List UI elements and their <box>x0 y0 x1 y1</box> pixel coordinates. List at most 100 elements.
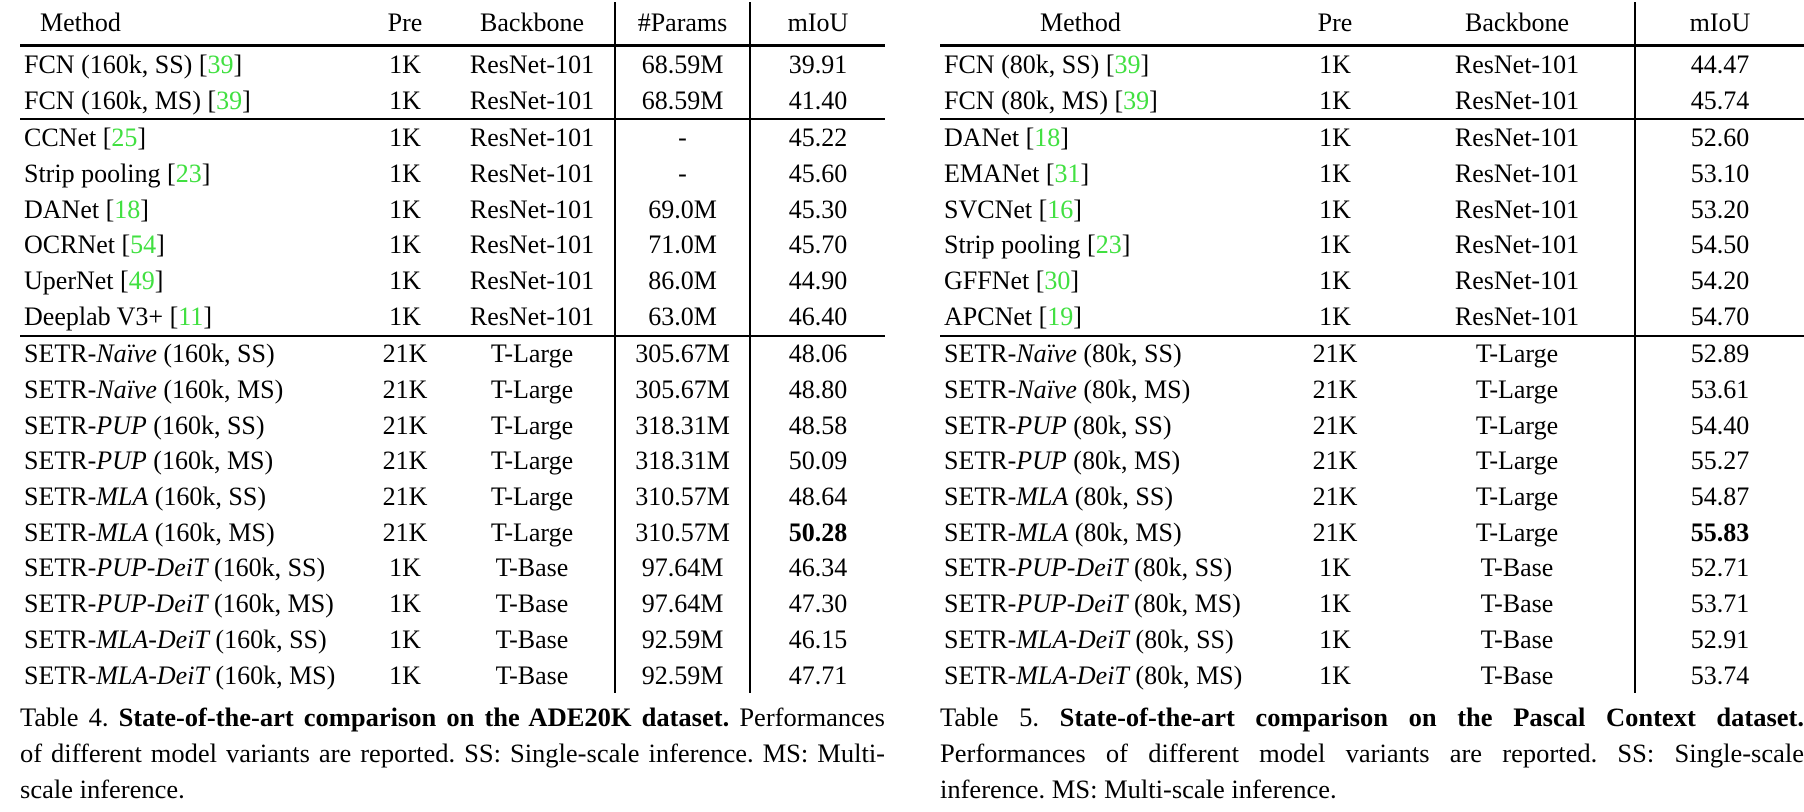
citation-link[interactable]: 11 <box>178 301 204 331</box>
citation-bracket: [ <box>1105 49 1115 79</box>
pretrain-cell: 21K <box>382 517 428 547</box>
method-variant: PUP-DeiT <box>96 553 208 583</box>
citation-bracket: [ <box>1035 265 1045 295</box>
citation-link[interactable]: 18 <box>1034 123 1061 153</box>
table-row: SETR-PUP (160k, MS) 21K T-Large 318.31M 50.0… <box>20 443 885 480</box>
table-row: FCN (80k, MS) [39] 1K ResNet-101 45.74 <box>940 82 1804 120</box>
citation-bracket: ] <box>1140 49 1150 79</box>
method-name: Strip pooling <box>944 230 1088 260</box>
params-cell: 305.67M <box>614 334 750 373</box>
citation-bracket: ] <box>1080 158 1090 188</box>
caption-text: Performances of different model variants… <box>940 738 1804 805</box>
method-cell: SETR-MLA-DeiT (160k, SS) <box>20 622 360 658</box>
method-cell: SETR-MLA (160k, MS) <box>20 515 360 551</box>
backbone-cell: T-Large <box>1475 375 1559 405</box>
miou-cell: 54.87 <box>1634 479 1804 515</box>
citation-link[interactable]: 49 <box>128 265 155 295</box>
citation-bracket: ] <box>1070 265 1080 295</box>
backbone-cell: ResNet-101 <box>1400 118 1635 157</box>
citation-link[interactable]: 39 <box>1114 49 1141 79</box>
pretrain-cell: 1K <box>389 158 421 188</box>
params-cell: 305.67M <box>614 372 750 408</box>
method-name: DANet <box>944 123 1026 153</box>
table-row: APCNet [19] 1K ResNet-101 54.70 <box>940 298 1804 336</box>
method-variant: PUP <box>96 410 147 440</box>
backbone-cell: T-Large <box>490 482 574 512</box>
backbone-cell: ResNet-101 <box>1454 85 1580 115</box>
table4-header-row: Method Pre Backbone #Params mIoU <box>20 2 885 47</box>
params-cell: 97.64M <box>614 550 750 587</box>
method-cell: SETR-PUP-DeiT (80k, MS) <box>940 586 1270 622</box>
caption-bold-title: State-of-the-art comparison on the Pasca… <box>1059 702 1804 733</box>
params-cell: 97.64M <box>614 586 750 622</box>
citation-link[interactable]: 39 <box>216 85 243 115</box>
method-variant: MLA <box>1016 517 1069 547</box>
pretrain-cell: 21K <box>1312 517 1358 547</box>
citation-link[interactable]: 25 <box>111 123 138 153</box>
method-setting: (160k, MS) <box>208 660 336 690</box>
table-row: SETR-PUP-DeiT (80k, MS) 1K T-Base 53.71 <box>940 586 1804 622</box>
miou-cell: 46.34 <box>749 550 885 587</box>
pretrain-cell: 1K <box>1319 85 1351 115</box>
pretrain-cell: 1K <box>1319 265 1351 295</box>
miou-cell: 52.71 <box>1634 550 1804 587</box>
citation-link[interactable]: 39 <box>207 49 234 79</box>
table5-caption: Table 5. State-of-the-art comparison on … <box>940 699 1804 807</box>
citation-link[interactable]: 18 <box>114 194 141 224</box>
citation-link[interactable]: 31 <box>1054 158 1081 188</box>
col-header-miou: mIoU <box>1634 2 1804 47</box>
method-cell: DANet [18] <box>20 192 360 228</box>
method-setting: (160k, MS) <box>146 446 274 476</box>
miou-cell: 46.15 <box>749 622 885 658</box>
table-row: UperNet [49] 1K ResNet-101 86.0M 44.90 <box>20 263 885 299</box>
method-name: FCN (80k, MS) <box>944 85 1115 115</box>
miou-cell: 54.20 <box>1634 263 1804 299</box>
table-row: SVCNet [16] 1K ResNet-101 53.20 <box>940 191 1804 228</box>
backbone-cell: T-Base <box>1480 660 1554 690</box>
pretrain-cell: 1K <box>360 118 450 157</box>
miou-cell: 53.71 <box>1634 586 1804 622</box>
citation-link[interactable]: 54 <box>130 230 157 260</box>
citation-link[interactable]: 23 <box>175 158 202 188</box>
backbone-cell: T-Base <box>1480 553 1554 583</box>
method-name: DANet <box>24 194 106 224</box>
citation-bracket: ] <box>1121 230 1131 260</box>
method-name: SETR- <box>944 410 1017 440</box>
method-cell: SETR-Naïve (80k, SS) <box>940 334 1270 373</box>
citation-link[interactable]: 19 <box>1047 301 1074 331</box>
citation-bracket: [ <box>207 85 217 115</box>
method-cell: Strip pooling [23] <box>20 156 360 192</box>
citation-link[interactable]: 39 <box>1123 85 1150 115</box>
method-cell: SETR-MLA-DeiT (160k, MS) <box>20 658 360 694</box>
method-setting: (160k, MS) <box>156 375 284 405</box>
method-cell: SETR-MLA-DeiT (80k, SS) <box>940 622 1270 658</box>
backbone-cell: ResNet-101 <box>1454 230 1580 260</box>
method-name: SETR- <box>24 482 97 512</box>
backbone-cell: ResNet-101 <box>469 301 595 331</box>
method-cell: FCN (160k, SS) [39] <box>20 46 360 83</box>
params-cell: 71.0M <box>614 227 750 264</box>
table-row: Strip pooling [23] 1K ResNet-101-45.60 <box>20 156 885 192</box>
method-cell: SETR-Naïve (160k, SS) <box>20 334 360 373</box>
backbone-cell: ResNet-101 <box>1454 49 1580 79</box>
method-cell: SETR-PUP-DeiT (160k, SS) <box>20 551 360 587</box>
citation-link[interactable]: 23 <box>1095 230 1122 260</box>
backbone-cell: T-Large <box>490 446 574 476</box>
table4-ade20k-block: Method Pre Backbone #Params mIoU FCN (16… <box>20 2 885 807</box>
miou-cell: 53.20 <box>1634 191 1804 228</box>
method-setting: (80k, SS) <box>1128 624 1234 654</box>
method-name: SETR- <box>944 339 1017 369</box>
caption-label: Table 4. <box>20 702 109 733</box>
col-header-pre: Pre <box>360 2 450 47</box>
table-row: SETR-PUP-DeiT (160k, SS) 1K T-Base 97.64M 46… <box>20 550 885 587</box>
pretrain-cell: 21K <box>382 410 428 440</box>
citation-link[interactable]: 30 <box>1044 265 1071 295</box>
method-cell: EMANet [31] <box>940 156 1270 192</box>
citation-bracket: ] <box>242 85 251 115</box>
citation-bracket: ] <box>140 194 149 224</box>
method-cell: SETR-MLA (160k, SS) <box>20 479 360 515</box>
citation-link[interactable]: 16 <box>1047 194 1074 224</box>
miou-cell: 45.60 <box>749 156 885 192</box>
method-variant: PUP <box>96 446 147 476</box>
method-setting: (160k, SS) <box>208 624 327 654</box>
